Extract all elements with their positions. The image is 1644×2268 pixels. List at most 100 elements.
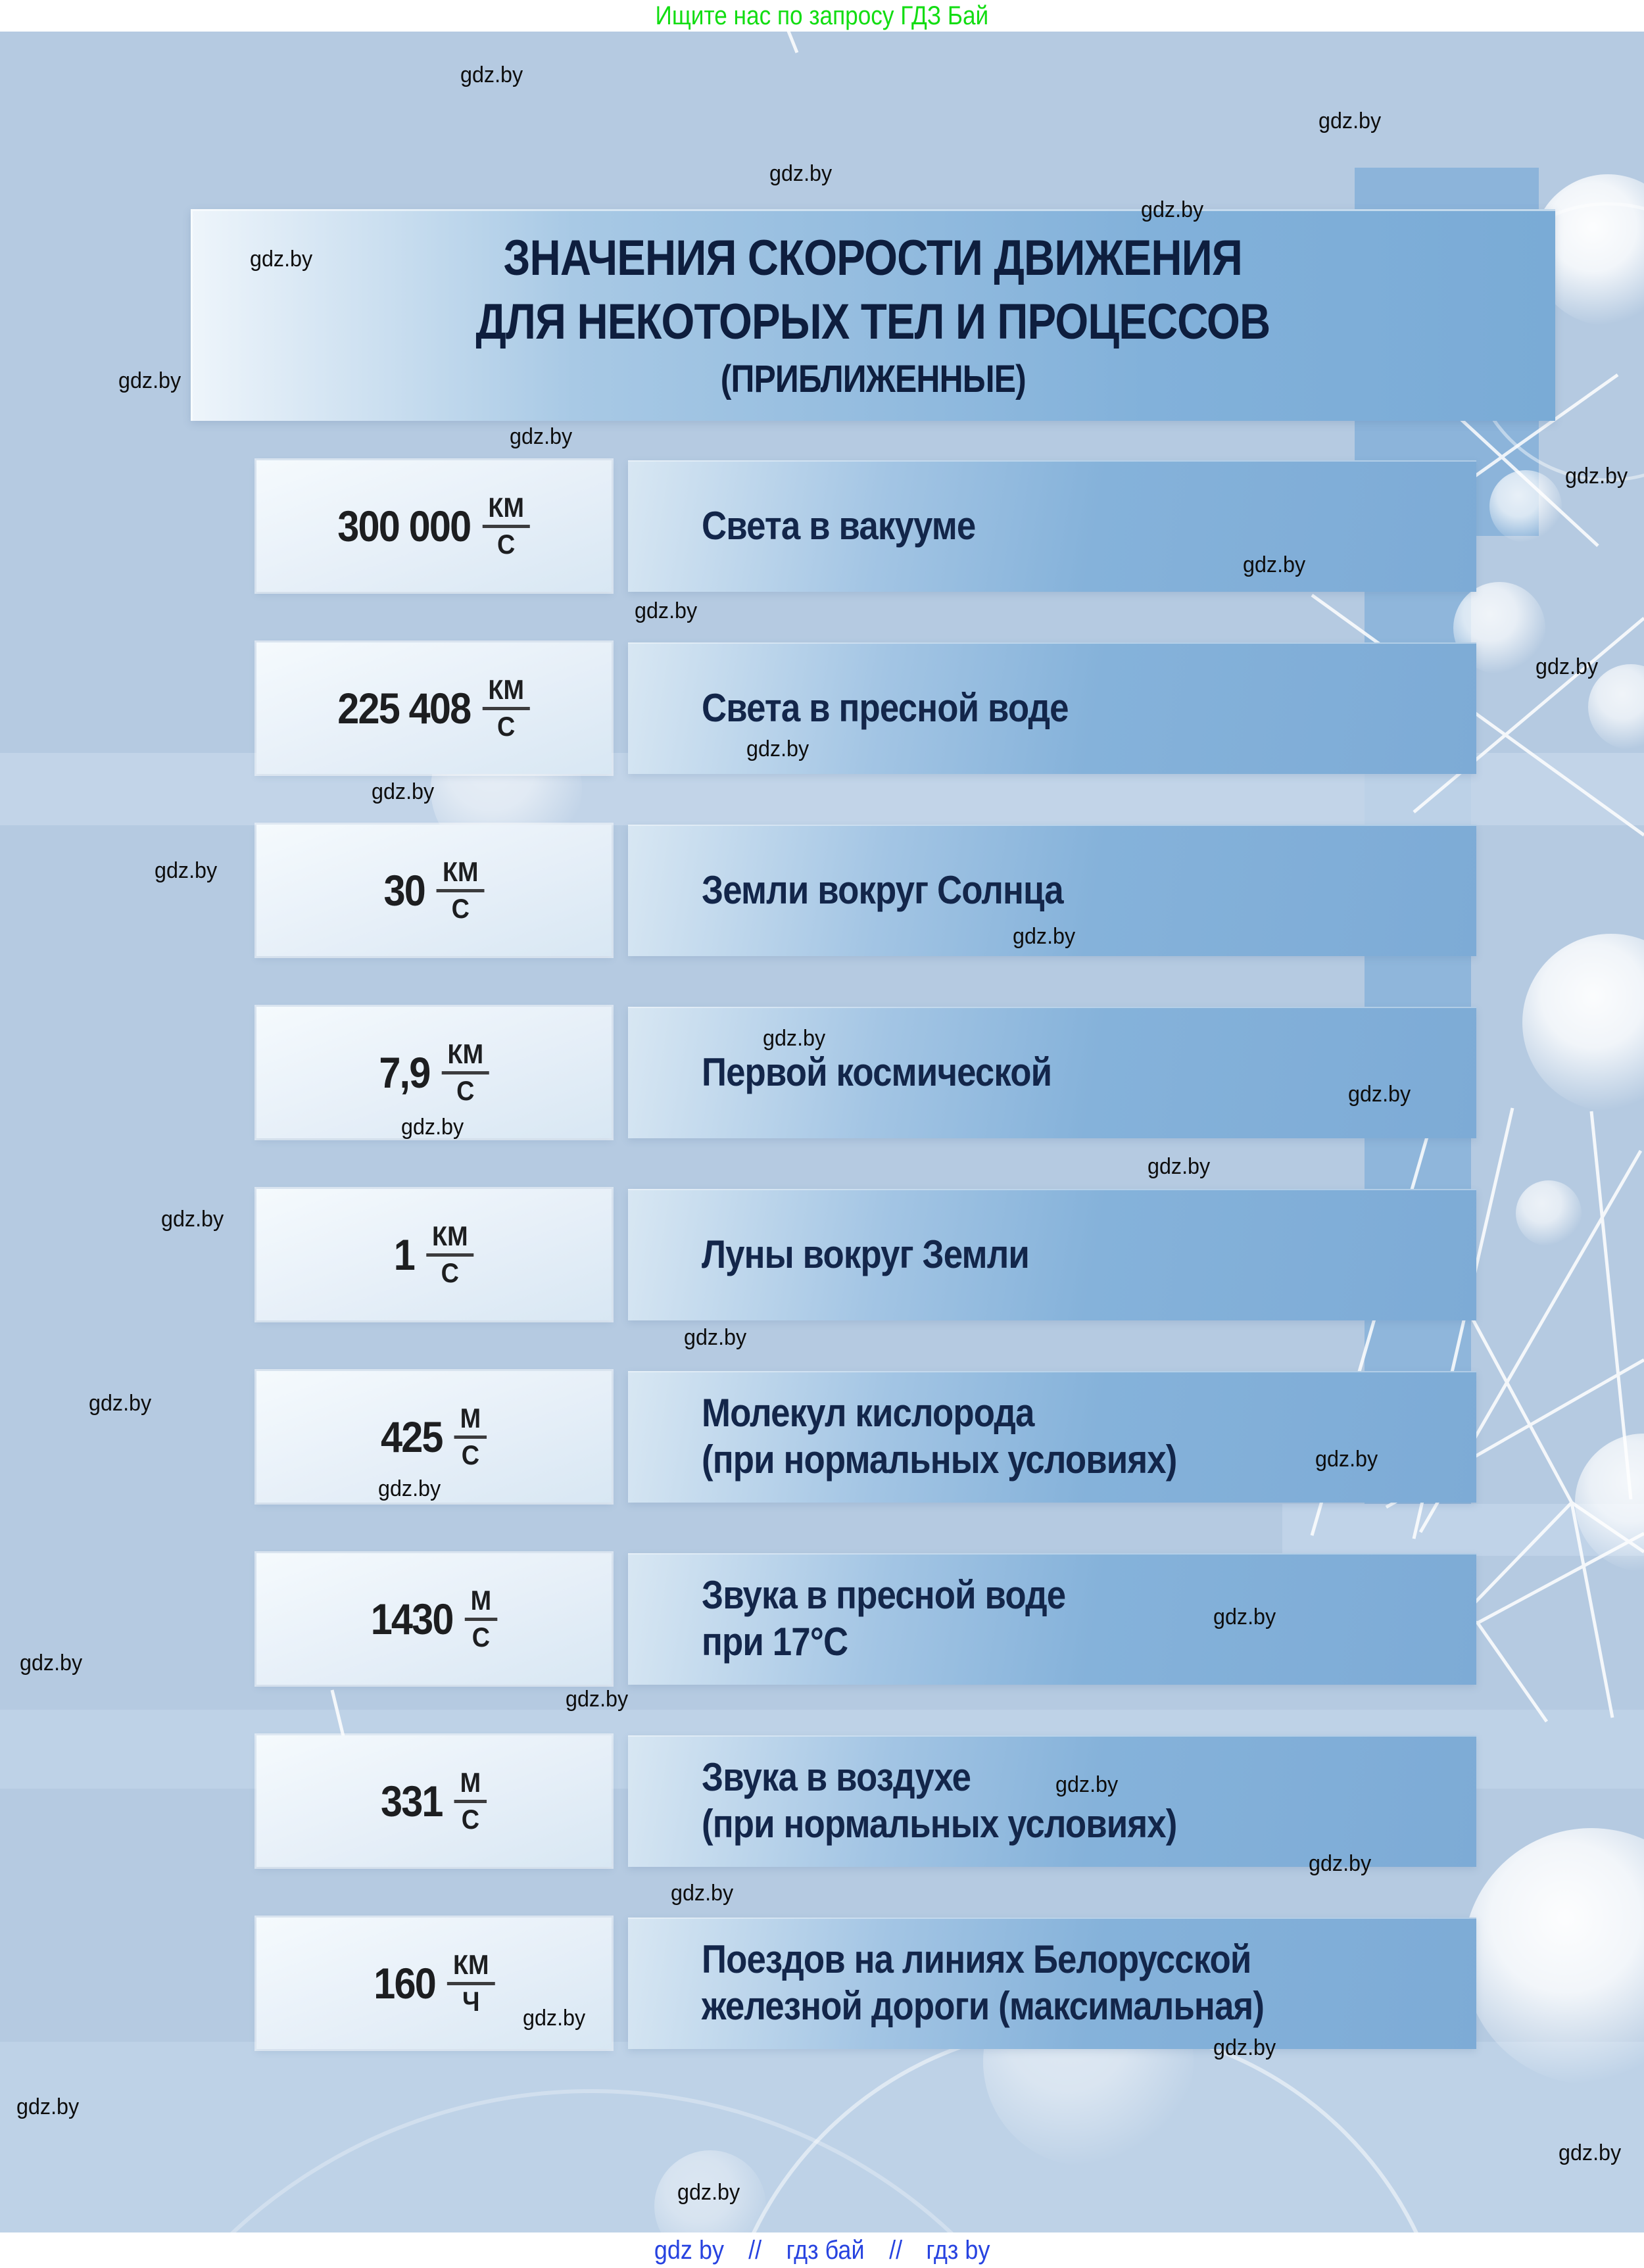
top-banner: Ищите нас по запросу ГДЗ Бай [0,0,1644,32]
gdz-watermark: gdz.by [746,736,810,761]
speed-value-box: 7,9 км с [256,1007,612,1138]
speed-unit-fraction: км с [426,1222,474,1287]
table-row: 225 408 км с Света в пресной воде [256,642,1476,774]
gdz-watermark: gdz.by [1348,1082,1411,1107]
unit-numerator: м [454,1768,487,1803]
unit-denominator: с [497,710,516,742]
speed-description-line: Поездов на линиях Белорусской [702,1937,1251,1982]
gdz-watermark: gdz.by [684,1325,747,1350]
speed-value-box: 331 м с [256,1735,612,1867]
speed-description-line: Первой космической [702,1050,1052,1094]
unit-denominator: с [471,1621,491,1653]
unit-denominator: с [497,528,516,560]
speed-value: 30 [383,866,425,915]
speed-description-box: Света в пресной воде [628,642,1476,774]
unit-denominator: с [462,1803,480,1835]
unit-numerator: м [454,1404,487,1439]
speed-description: Звука в воздухе (при нормальных условиях) [702,1754,1476,1848]
speed-description-line: Луны вокруг Земли [702,1232,1030,1276]
speed-value: 300 000 [337,502,472,550]
unit-numerator: км [436,857,485,892]
speed-value-box: 160 км ч [256,1918,612,2049]
footer-separator: // [889,2235,903,2265]
speed-value-box: 1 км с [256,1189,612,1320]
gdz-watermark: gdz.by [1315,1447,1378,1472]
poster-title-line: ДЛЯ НЕКОТОРЫХ ТЕЛ И ПРОЦЕССОВ [475,294,1270,350]
unit-numerator: км [447,1950,495,1985]
gdz-watermark: gdz.by [763,1026,826,1051]
gdz-watermark: gdz.by [1309,1851,1372,1876]
speed-value-group: 1430 м с [371,1586,498,1653]
speed-value-box: 1430 м с [256,1553,612,1685]
gdz-watermark: gdz.by [1148,1154,1211,1179]
speed-description-line: Звука в воздухе [702,1755,971,1800]
speed-description: Луны вокруг Земли [702,1232,1476,1278]
speed-description-box: Земли вокруг Солнца [628,825,1476,956]
speed-value-box: 30 км с [256,825,612,956]
speed-description-box: Света в вакууме [628,460,1476,592]
speed-description: Света в пресной воде [702,685,1476,732]
speed-value-box: 425 м с [256,1371,612,1503]
table-row: 425 м с Молекул кислорода (при нормальных… [256,1371,1476,1503]
speed-description-line: Звука в пресной воде [702,1573,1066,1618]
gdz-watermark: gdz.by [566,1687,629,1712]
speed-value: 225 408 [337,684,472,733]
table-row: 1430 м с Звука в пресной воде при 17°С [256,1553,1476,1685]
gdz-watermark: gdz.by [510,424,573,449]
footer-link-gdz-by-cyr[interactable]: гдз by [926,2235,990,2265]
speed-description-line: железной дороги (максимальная) [702,1984,1265,2028]
table-row: 30 км с Земли вокруг Солнца [256,825,1476,956]
bottom-links-bar: gdz by // гдз бай // гдз by [0,2232,1644,2268]
poster-title-line: ЗНАЧЕНИЯ СКОРОСТИ ДВИЖЕНИЯ [503,230,1243,287]
speed-description: Света в вакууме [702,503,1476,550]
gdz-watermark: gdz.by [16,2094,80,2119]
table-row: 7,9 км с Первой космической [256,1007,1476,1138]
gdz-watermark: gdz.by [250,247,313,272]
gdz-watermark: gdz.by [635,598,698,623]
speed-value-group: 331 м с [381,1768,487,1833]
poster-title-subtitle: (ПРИБЛИЖЕННЫЕ) [720,357,1026,400]
unit-denominator: с [456,1074,475,1106]
gdz-watermark: gdz.by [769,161,833,186]
poster-title-box: ЗНАЧЕНИЯ СКОРОСТИ ДВИЖЕНИЯ ДЛЯ НЕКОТОРЫХ… [191,209,1555,421]
unit-numerator: м [464,1586,498,1621]
speed-value-group: 30 км с [383,857,485,924]
speed-unit-fraction: км с [436,857,485,924]
gdz-watermark: gdz.by [378,1476,441,1501]
gdz-watermark: gdz.by [1535,654,1599,679]
gdz-watermark: gdz.by [1318,109,1382,133]
speed-description-box: Молекул кислорода (при нормальных условия… [628,1371,1476,1503]
table-row: 1 км с Луны вокруг Земли [256,1189,1476,1320]
table-row: 331 м с Звука в воздухе (при нормальных у… [256,1735,1476,1867]
gdz-watermark: gdz.by [161,1207,224,1232]
speed-value-group: 300 000 км с [338,493,531,558]
unit-denominator: с [451,892,470,924]
speed-description-line: Света в вакууме [702,503,976,548]
gdz-watermark: gdz.by [1213,1604,1276,1629]
table-row: 300 000 км с Света в вакууме [256,460,1476,592]
footer-link-gdz-by[interactable]: gdz by [654,2235,724,2265]
gdz-watermark: gdz.by [671,1881,734,1906]
speed-value-group: 7,9 км с [379,1040,489,1105]
speed-value-group: 425 м с [381,1404,487,1469]
gdz-watermark: gdz.by [523,2006,586,2031]
gdz-watermark: gdz.by [1213,2035,1276,2060]
speed-value: 7,9 [379,1048,431,1097]
unit-numerator: км [441,1040,489,1074]
speed-value-box: 300 000 км с [256,460,612,592]
gdz-watermark: gdz.by [1243,552,1306,577]
footer-separator: // [748,2235,762,2265]
speed-unit-fraction: км с [441,1040,489,1105]
speed-value: 425 [381,1412,444,1461]
gdz-watermark: gdz.by [677,2180,740,2205]
speed-description-box: Луны вокруг Земли [628,1189,1476,1320]
speed-description: Первой космической [702,1050,1476,1096]
top-banner-text: Ищите нас по запросу ГДЗ Бай [655,1,989,30]
footer-link-gdz-bai[interactable]: гдз бай [786,2235,865,2265]
speed-value-group: 225 408 км с [338,675,531,740]
gdz-watermark: gdz.by [89,1391,152,1416]
gdz-watermark: gdz.by [372,779,435,804]
gdz-watermark: gdz.by [155,858,218,883]
gdz-watermark: gdz.by [460,62,523,87]
